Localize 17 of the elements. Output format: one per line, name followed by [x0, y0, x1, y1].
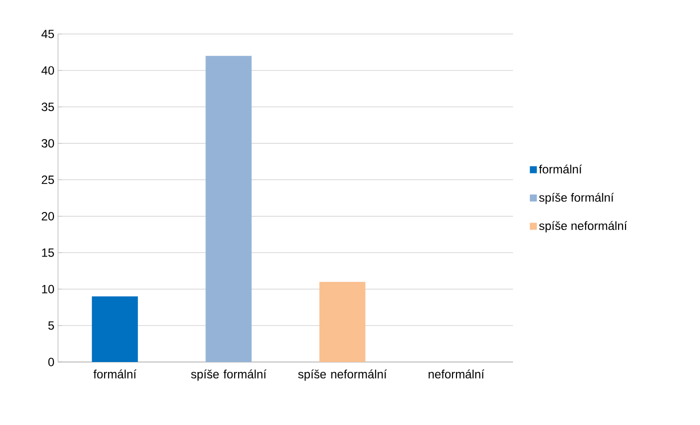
legend-label: spíše formální	[539, 192, 614, 204]
x-tick-label: formální	[93, 370, 136, 378]
x-tick-label: spíše formální	[191, 370, 266, 381]
y-tick-label: 5	[48, 321, 54, 330]
y-tick-label: 15	[42, 248, 54, 257]
x-tick-label: neformální	[428, 370, 484, 378]
legend-label: spíše neformální	[539, 221, 628, 232]
legend-label: formální	[539, 164, 582, 174]
y-tick-label: 45	[41, 30, 54, 38]
y-tick-label: 10	[42, 284, 54, 294]
y-tick-label: 20	[42, 212, 54, 220]
y-tick-label: 30	[42, 139, 54, 148]
y-tick-label: 35	[42, 102, 54, 112]
x-tick-label: spíše neformální	[298, 370, 387, 381]
y-tick-label: 0	[48, 358, 54, 366]
y-tick-label: 25	[42, 176, 54, 184]
y-tick-label: 40	[41, 66, 54, 75]
